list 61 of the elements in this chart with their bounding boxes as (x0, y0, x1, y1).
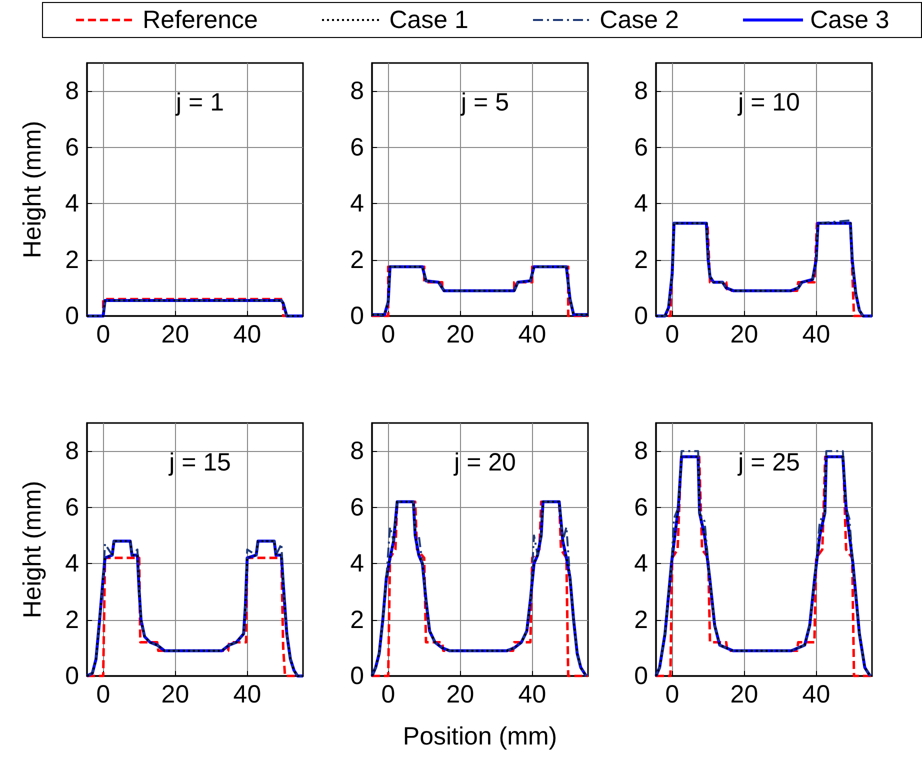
text: j = 15 (168, 448, 231, 476)
legend-label: Reference (142, 6, 258, 34)
x-tick-label: 40 (802, 320, 830, 348)
y-tick-label: 2 (634, 246, 648, 274)
x-tick-label: 0 (665, 320, 680, 348)
y-tick-label: 8 (634, 437, 648, 466)
y-tick-label: 2 (350, 246, 364, 274)
x-tick-label: 40 (802, 680, 830, 708)
x-tick-label: 40 (518, 320, 546, 348)
y-tick-label: 6 (65, 133, 79, 162)
legend-label: Case 3 (810, 6, 890, 34)
x-tick-label: 0 (96, 320, 110, 348)
y-tick-label: 4 (634, 550, 648, 578)
text: j = 20 (453, 448, 516, 476)
legend-label: Case 1 (389, 6, 468, 34)
y-tick-label: 6 (350, 493, 364, 522)
y-tick-label: 6 (350, 133, 364, 162)
y-axis-title: Height (mm) (18, 120, 46, 258)
x-tick-label: 0 (665, 680, 680, 708)
x-tick-label: 40 (518, 680, 546, 708)
y-tick-label: 0 (65, 302, 79, 330)
y-tick-label: 6 (634, 133, 648, 162)
y-tick-label: 2 (350, 606, 364, 634)
y-tick-label: 6 (65, 493, 79, 522)
y-tick-label: 4 (65, 550, 80, 578)
x-axis-title: Position (mm) (402, 722, 558, 750)
x-tick-label: 40 (233, 320, 262, 348)
x-tick-label: 40 (233, 680, 262, 708)
x-tick-label: 20 (446, 320, 474, 348)
y-tick-label: 2 (65, 246, 79, 274)
x-tick-label: 20 (730, 680, 758, 708)
y-tick-label: 8 (350, 77, 364, 106)
x-tick-label: 20 (161, 680, 190, 708)
x-tick-label: 20 (446, 680, 474, 708)
y-tick-label: 6 (634, 493, 648, 522)
x-tick-label: 0 (96, 680, 110, 708)
x-tick-label: 0 (381, 680, 396, 708)
y-tick-label: 0 (634, 662, 648, 690)
y-tick-label: 0 (350, 302, 364, 330)
text: j = 10 (737, 88, 800, 116)
x-tick-label: 0 (381, 320, 396, 348)
y-tick-label: 0 (65, 662, 79, 690)
y-tick-label: 4 (65, 190, 80, 218)
y-tick-label: 8 (634, 77, 648, 106)
y-tick-label: 0 (350, 662, 364, 690)
y-tick-label: 8 (350, 437, 364, 466)
x-tick-label: 20 (161, 320, 190, 348)
y-tick-label: 0 (634, 302, 648, 330)
text: j = 5 (460, 88, 509, 116)
legend-label: Case 2 (600, 6, 679, 34)
y-tick-label: 4 (350, 190, 364, 218)
y-axis-title: Height (mm) (18, 480, 46, 618)
y-tick-label: 2 (634, 606, 648, 634)
x-tick-label: 20 (730, 320, 758, 348)
y-tick-label: 8 (65, 437, 79, 466)
y-tick-label: 2 (65, 606, 79, 634)
text: j = 1 (175, 88, 224, 116)
text: j = 25 (737, 448, 800, 476)
y-tick-label: 4 (350, 550, 364, 578)
y-tick-label: 4 (634, 190, 648, 218)
y-tick-label: 8 (65, 77, 79, 106)
